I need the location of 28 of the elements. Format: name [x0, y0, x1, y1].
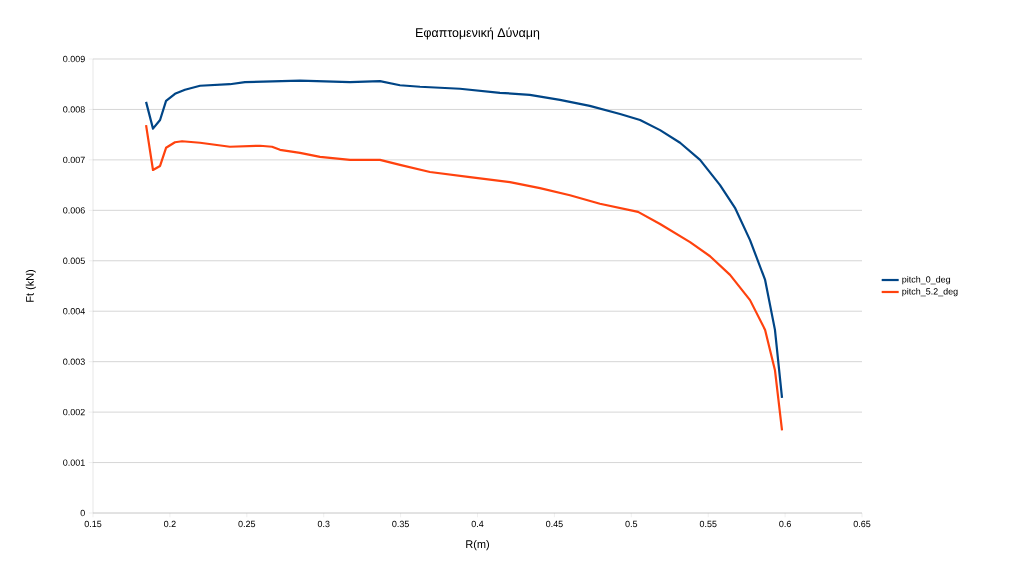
x-tick-label: 0.55: [699, 520, 717, 528]
x-tick-label: 0.25: [238, 520, 256, 528]
x-tick-label: 0.4: [471, 520, 484, 528]
x-axis-title: R(m): [466, 539, 489, 551]
y-tick-label: 0.005: [63, 257, 85, 264]
line-series: [144, 123, 784, 432]
y-tick-label: 0.003: [63, 358, 85, 365]
x-tick-label: 0.15: [84, 520, 102, 528]
legend-label: pitch_0_deg: [902, 276, 951, 285]
chart-title: Εφαπτομενική Δύναμη: [416, 27, 540, 40]
y-tick-label: 0.002: [63, 408, 85, 416]
legend-label: pitch_5.2_deg: [902, 287, 958, 297]
y-tick-label: 0.001: [63, 459, 85, 466]
y-tick-label: 0.007: [63, 156, 85, 164]
y-tick-label: 0.009: [63, 55, 85, 63]
y-tick-label: 0.004: [63, 308, 85, 315]
x-tick-label: 0.65: [853, 520, 871, 528]
x-tick-label: 0.2: [164, 520, 176, 528]
x-tick-label: 0.3: [317, 520, 330, 528]
y-tick-label: 0.008: [63, 106, 85, 113]
y-tick-label: 0: [80, 509, 85, 517]
x-tick-label: 0.35: [392, 520, 409, 528]
x-tick-label: 0.5: [625, 520, 638, 528]
x-tick-label: 0.6: [779, 520, 791, 528]
y-axis-title: Ft (kN): [25, 269, 36, 302]
x-tick-label: 0.45: [546, 520, 563, 528]
y-tick-label: 0.006: [63, 207, 85, 214]
line-series: [144, 79, 784, 400]
